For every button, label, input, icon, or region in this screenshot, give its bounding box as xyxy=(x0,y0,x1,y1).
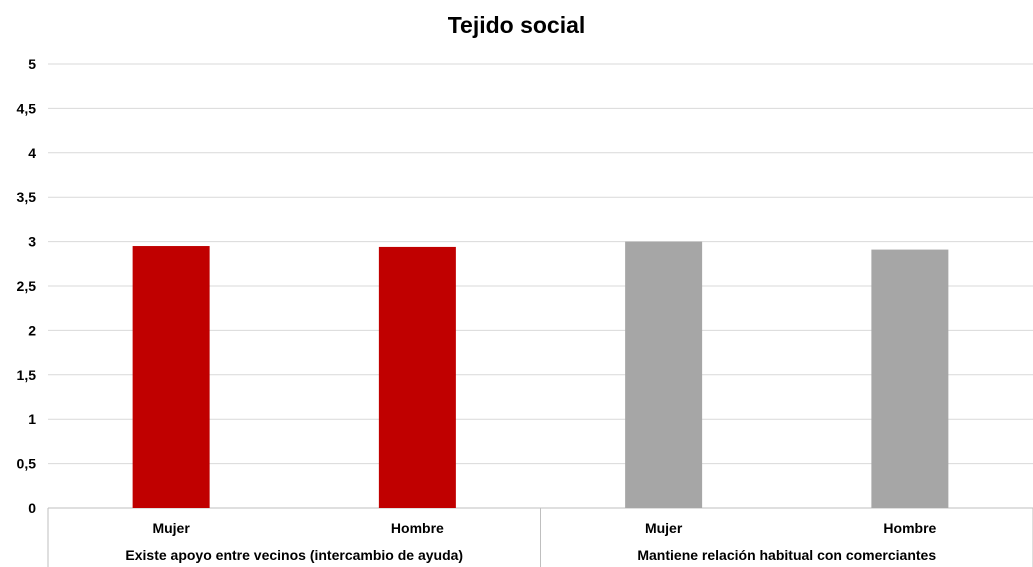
bar xyxy=(625,241,703,508)
x-group-label: Existe apoyo entre vecinos (intercambio … xyxy=(125,547,463,563)
y-tick-label: 4 xyxy=(28,145,36,161)
y-tick-label: 2,5 xyxy=(17,278,37,294)
bar xyxy=(132,246,210,509)
x-group-label: Mantiene relación habitual con comercian… xyxy=(637,547,936,563)
x-category-label: Hombre xyxy=(883,520,936,536)
bar xyxy=(378,246,456,509)
bar xyxy=(871,249,949,509)
y-tick-label: 2 xyxy=(28,322,36,338)
y-tick-label: 0 xyxy=(28,500,36,516)
y-tick-label: 3,5 xyxy=(17,189,37,205)
y-tick-label: 0,5 xyxy=(17,456,37,472)
x-category-label: Mujer xyxy=(152,520,190,536)
y-tick-label: 5 xyxy=(28,56,36,72)
x-category-label: Hombre xyxy=(391,520,444,536)
chart-title: Tejido social xyxy=(447,12,586,38)
y-tick-label: 1,5 xyxy=(17,367,37,383)
x-category-label: Mujer xyxy=(645,520,683,536)
y-tick-label: 4,5 xyxy=(17,100,37,116)
y-tick-label: 3 xyxy=(28,234,36,250)
y-tick-label: 1 xyxy=(28,411,36,427)
